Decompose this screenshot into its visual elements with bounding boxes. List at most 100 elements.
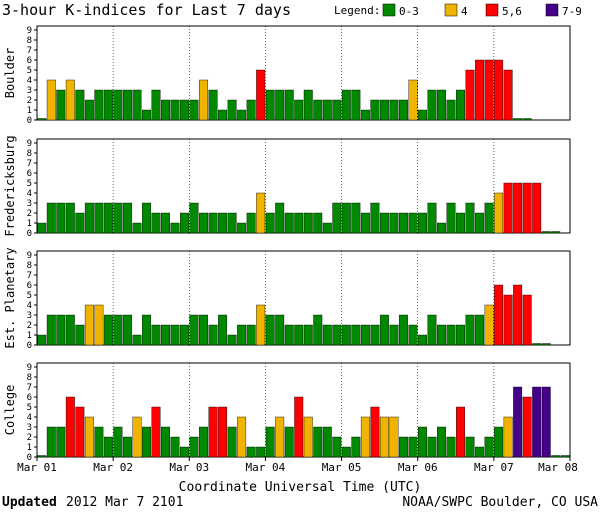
kindex-bar [503,182,513,234]
legend-swatch [485,3,499,17]
panel-label: Fredericksburg [3,135,17,236]
kindex-bar [484,304,494,346]
kindex-bar [256,304,266,346]
kindex-bar [370,324,380,346]
kindex-bar [46,79,56,121]
y-tick-label: 6 [27,169,32,179]
kindex-bar [56,426,66,458]
y-tick-label: 0 [27,229,32,239]
kindex-bar [180,212,189,234]
kindex-bar [294,324,304,346]
kindex-bar [84,304,94,346]
kindex-bar [475,446,485,458]
kindex-bar [75,324,85,346]
kindex-bar [180,446,189,458]
x-tick-label: Mar 03 [169,461,209,474]
kindex-bar [94,426,104,458]
kindex-bar [227,212,237,234]
kindex-bar [465,202,475,234]
y-tick-label: 7 [27,46,32,56]
y-tick-label: 8 [27,149,32,159]
y-tick-label: 0 [27,341,32,351]
kindex-bar [389,212,399,234]
kindex-bar [446,324,456,346]
kindex-bar [151,324,161,346]
kindex-bar [65,396,75,458]
kindex-bar [161,426,170,458]
kindex-bar [322,426,332,458]
y-tick-label: 6 [27,281,32,291]
kindex-bar [541,231,551,234]
x-axis-label: Coordinate Universal Time (UTC) [179,480,422,495]
kindex-bar [379,212,389,234]
kindex-bar [46,426,56,458]
kindex-bar [446,99,456,121]
y-tick-label: 8 [27,261,32,271]
y-tick-label: 5 [27,179,32,189]
kindex-bar [189,436,199,458]
y-tick-label: 4 [27,413,32,423]
kindex-bar [246,212,256,234]
kindex-bar [199,212,209,234]
kindex-bar [351,202,361,234]
kindex-bar [170,436,180,458]
kindex-bar [322,99,332,121]
kindex-bar [151,406,161,458]
kindex-bar [122,89,132,121]
kindex-bar [170,99,180,121]
kindex-bar [208,324,218,346]
y-tick-label: 3 [27,423,32,433]
kindex-bar [37,334,47,346]
y-tick-label: 3 [27,311,32,321]
kindex-bar [56,89,66,121]
kindex-bar [475,59,485,121]
kindex-bar [389,99,399,121]
kindex-bar [437,222,446,234]
legend-swatch [382,3,396,17]
kindex-bar [294,99,304,121]
kindex-bar [541,343,551,346]
kindex-bar [408,79,418,121]
kindex-bar [46,202,56,234]
kindex-bar [408,436,418,458]
kindex-bar [256,446,266,458]
x-tick-label: Mar 08 [538,461,578,474]
kindex-bar [532,182,542,234]
kindex-bar [265,212,275,234]
y-tick-label: 7 [27,383,32,393]
kindex-bar [103,314,113,346]
kindex-bar [360,416,370,458]
kindex-bar [246,324,256,346]
kindex-bar [113,314,123,346]
kindex-bar [322,222,332,234]
kindex-bar [284,324,294,346]
kindex-bar [265,426,275,458]
kindex-bar [427,314,437,346]
legend-swatch [545,3,559,17]
kindex-bar [94,202,104,234]
kindex-bar [456,212,466,234]
kindex-bar [141,426,151,458]
kindex-bar [189,99,199,121]
y-tick-label: 2 [27,433,32,443]
legend-entry-label: 4 [461,5,468,18]
kindex-bar [161,212,170,234]
kindex-bar [475,314,485,346]
y-tick-label: 9 [27,363,32,373]
kindex-bar [56,314,66,346]
kindex-bar [379,416,389,458]
x-tick-label: Mar 02 [93,461,133,474]
kindex-bar [551,455,561,458]
kindex-bar [360,109,370,121]
legend-label: Legend: [334,4,380,17]
kindex-bar [418,212,427,234]
legend-entry-label: 5,6 [502,5,522,18]
kindex-bar [341,446,351,458]
kindex-bar [227,99,237,121]
kindex-bar [456,324,466,346]
kindex-bar [551,231,561,234]
y-tick-label: 6 [27,56,32,66]
y-tick-label: 1 [27,219,32,229]
